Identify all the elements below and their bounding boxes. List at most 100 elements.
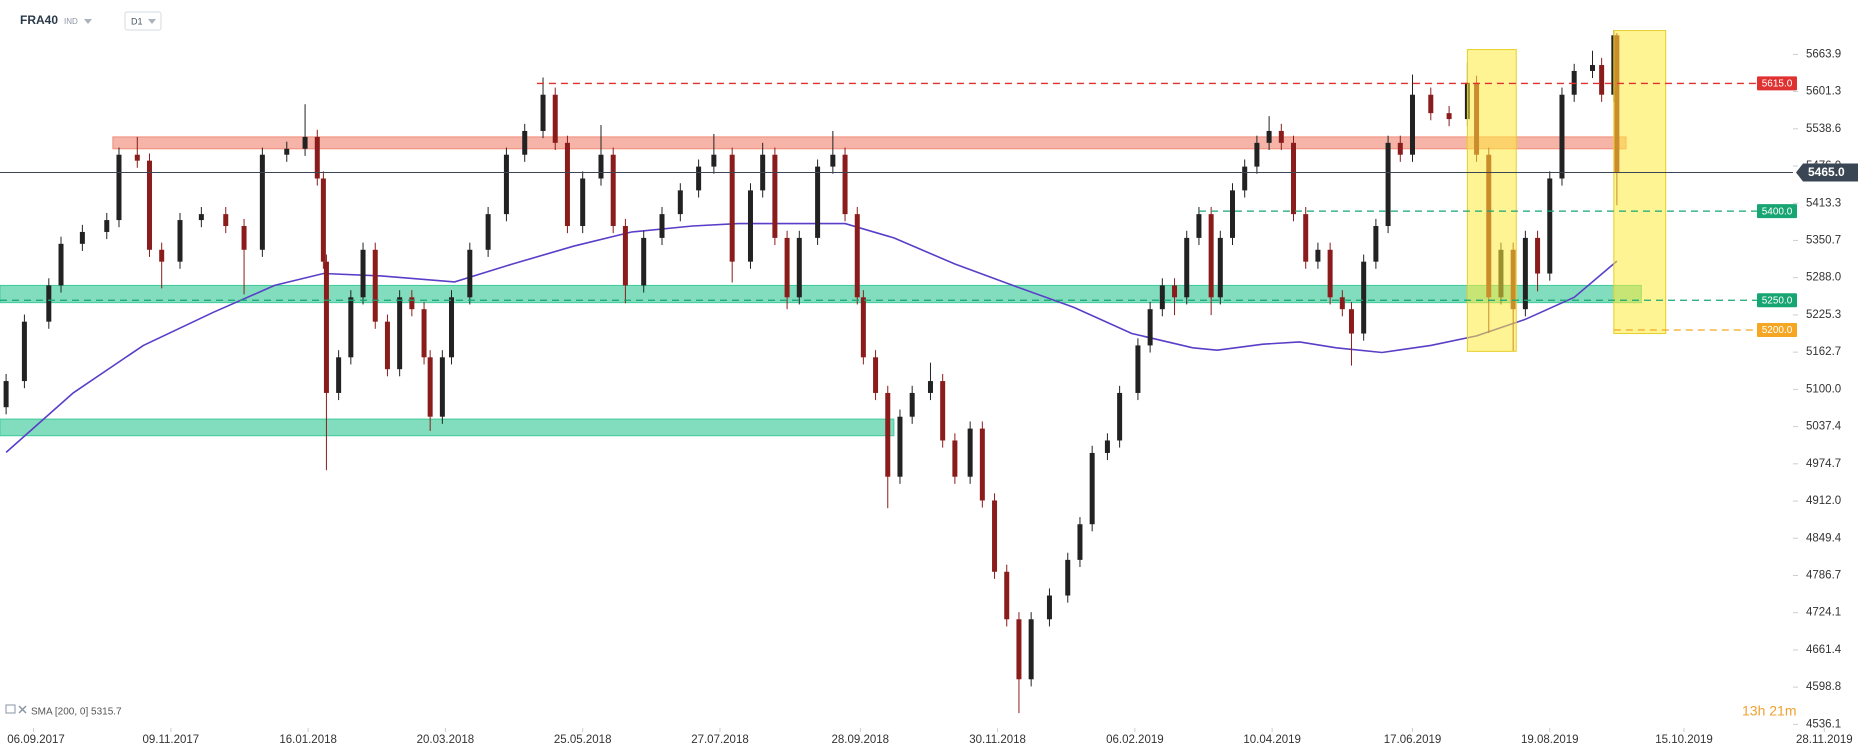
symbol-dropdown[interactable]: [84, 19, 92, 24]
symbol[interactable]: FRA40: [20, 13, 58, 27]
candle-body: [641, 237, 647, 286]
candle-body: [1303, 214, 1309, 262]
candle-body: [1348, 309, 1354, 334]
y-tick-label: 5413.3: [1806, 197, 1841, 209]
candle-body: [284, 148, 290, 155]
x-tick-label: 17.06.2019: [1384, 734, 1442, 746]
candle-body: [854, 214, 860, 298]
candle-body: [1208, 214, 1214, 298]
candle-body: [372, 249, 378, 322]
candle-body: [952, 440, 958, 477]
candle-body: [1266, 130, 1272, 143]
candle-body: [909, 392, 915, 417]
candle-body: [1361, 261, 1367, 334]
candle-body: [992, 500, 998, 572]
candle-body: [1559, 94, 1565, 179]
candle-body: [610, 154, 616, 227]
indicator-remove-icon[interactable]: [18, 705, 27, 714]
candle-body: [1004, 571, 1010, 620]
candle-body: [104, 220, 110, 232]
y-tick-label: 4724.1: [1806, 607, 1841, 619]
candle-body: [1385, 142, 1391, 227]
candle-body: [1547, 178, 1553, 274]
candle-countdown: 13h 21m: [1742, 703, 1796, 719]
candle-body: [1254, 142, 1260, 167]
candle-body: [21, 321, 27, 382]
sma-line: [5, 222, 1618, 453]
candle-body: [1077, 524, 1083, 560]
candle-body: [1599, 65, 1605, 95]
x-tick-label: 06.02.2019: [1106, 734, 1164, 746]
candle-body: [815, 166, 821, 238]
timeframe-box[interactable]: [124, 11, 162, 31]
candle-body: [323, 261, 329, 393]
y-tick-label: 5663.9: [1806, 48, 1841, 60]
candle-body: [784, 237, 790, 298]
candle-body: [159, 249, 165, 262]
candle-body: [796, 237, 802, 298]
timeframe-dropdown[interactable]: [148, 19, 156, 24]
candle-body: [729, 154, 735, 262]
candle-body: [1315, 249, 1321, 262]
x-tick-label: 15.10.2019: [1655, 734, 1713, 746]
candle-body: [449, 297, 455, 358]
candle-body: [885, 392, 891, 477]
highlight-box: [1613, 30, 1667, 335]
candle-body: [711, 154, 717, 167]
candle-body: [360, 249, 366, 298]
candle-body: [116, 154, 122, 221]
y-tick-label: 5288.0: [1806, 272, 1841, 284]
candle-body: [1016, 619, 1022, 680]
y-tick-label: 4598.8: [1806, 681, 1841, 693]
y-tick-label: 4974.7: [1806, 458, 1841, 470]
candle-body: [1278, 130, 1284, 143]
candle-body: [1172, 285, 1178, 298]
highlight-box: [1466, 49, 1517, 352]
candle-body: [467, 249, 473, 298]
candle-body: [860, 297, 866, 358]
indicator-label: SMA [200, 0] 5315.7: [31, 707, 122, 718]
y-tick-label: 4849.4: [1806, 532, 1842, 544]
current-price-label: 5465.0: [1808, 165, 1845, 179]
candle-body: [1339, 297, 1345, 310]
level-label: 5250.0: [1762, 295, 1793, 306]
candle-body: [659, 214, 665, 238]
indicator-settings-icon[interactable]: [5, 704, 16, 714]
y-tick-label: 4536.1: [1806, 718, 1841, 730]
candle-body: [314, 136, 320, 179]
candle-body: [3, 381, 9, 408]
x-tick-label: 10.04.2019: [1243, 734, 1301, 746]
current-price-box: [1796, 163, 1858, 182]
level-label: 5400.0: [1762, 206, 1793, 217]
candle-body: [427, 357, 433, 417]
y-tick-label: 4661.4: [1806, 644, 1842, 656]
candle-body: [1104, 440, 1110, 453]
candle-body: [979, 428, 985, 501]
y-tick-label: 5350.7: [1806, 234, 1841, 246]
x-tick-label: 09.11.2017: [142, 734, 199, 746]
x-tick-label: 28.11.2019: [1796, 734, 1853, 746]
candle-body: [598, 154, 604, 179]
candle-body: [198, 214, 204, 221]
candle-body: [397, 297, 403, 370]
plot-area: [0, 29, 1793, 714]
y-tick-label: 5162.7: [1806, 346, 1841, 358]
candle-body: [622, 226, 628, 286]
candle-body: [842, 154, 848, 215]
candle-body: [927, 381, 933, 393]
candle-body: [1046, 595, 1052, 620]
candle-body: [1409, 94, 1415, 155]
x-tick-label: 27.07.2018: [691, 734, 749, 746]
timeframe[interactable]: D1: [131, 16, 143, 26]
axes: 5615.0 5400.0 5250.0 5200.0 5663.9 5601.3 5538…: [7, 48, 1858, 746]
candle-body: [336, 357, 342, 393]
y-tick-label: 5225.3: [1806, 309, 1841, 321]
candle-body: [940, 381, 946, 441]
candle-body: [1291, 142, 1297, 215]
candle-body: [1589, 65, 1595, 71]
x-tick-label: 25.05.2018: [554, 734, 612, 746]
y-tick-label: 5100.0: [1806, 383, 1841, 395]
y-tick-label: 5037.4: [1806, 421, 1842, 433]
